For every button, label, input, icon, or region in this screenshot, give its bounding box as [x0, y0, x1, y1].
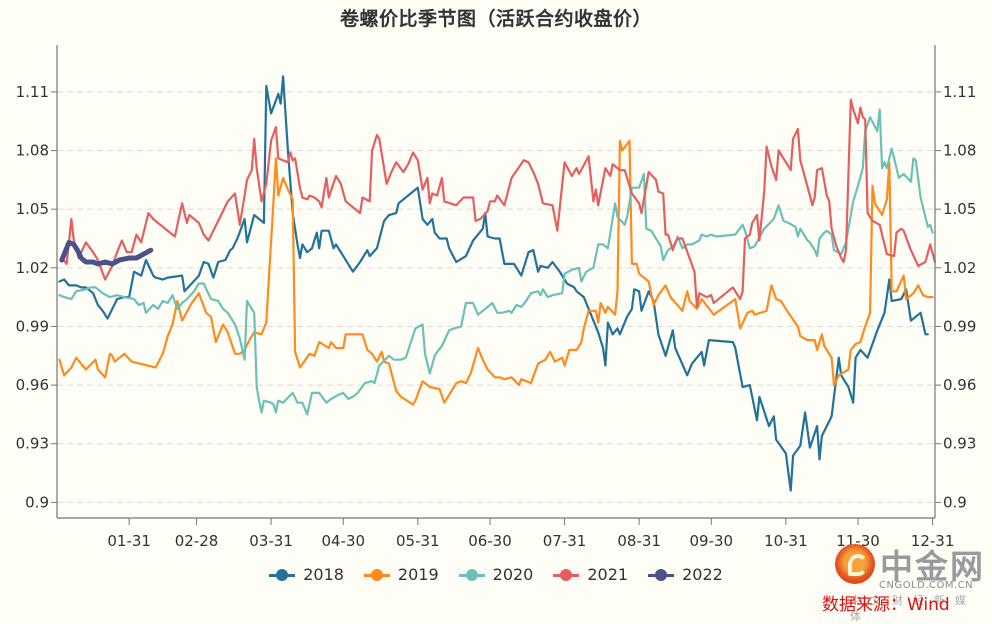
legend-label: 2021	[587, 565, 629, 584]
x-tick-label: 01-31	[107, 532, 151, 550]
x-tick-label: 07-31	[543, 532, 587, 550]
x-tick-label: 06-30	[468, 532, 512, 550]
y-tick-label-left: 1.02	[16, 259, 49, 277]
y-tick-label-left: 0.96	[16, 376, 49, 394]
watermark-name: 中金网	[880, 547, 985, 586]
watermark-domain: CNGOLD.COM.CN	[879, 580, 974, 591]
y-tick-label-right: 0.9	[943, 493, 967, 511]
y-tick-label-right: 0.96	[943, 376, 976, 394]
y-tick-label-left: 0.99	[16, 317, 49, 335]
legend-label: 2020	[492, 565, 534, 584]
legend-item-2018[interactable]: 2018	[269, 565, 344, 584]
axes	[51, 45, 941, 525]
legend-item-2022[interactable]: 2022	[648, 565, 723, 584]
y-tick-label-right: 1.02	[943, 259, 976, 277]
series-line-2022	[59, 239, 154, 267]
legend-label: 2018	[303, 565, 344, 584]
cngold-watermark: 中金网 CNGOLD.COM.CN 中文财经新媒体	[832, 540, 992, 623]
y-tick-label-left: 0.93	[16, 435, 49, 453]
x-tick-label: 10-31	[764, 532, 808, 550]
series-line-2019	[58, 139, 934, 406]
tick-labels: 0.9 0.9 0.93 0.93 0.96 0.96 0.99 0.99 1.02 1.02 1.…	[16, 83, 977, 550]
y-tick-label-left: 1.11	[16, 83, 49, 101]
x-tick-label: 03-31	[249, 532, 293, 550]
series-line-2018	[58, 75, 929, 492]
x-tick-label: 05-31	[396, 532, 440, 550]
x-tick-label: 12-31	[911, 532, 955, 550]
y-tick-label-right: 0.93	[943, 435, 976, 453]
chart-title: 卷螺价比季节图（活跃合约收盘价）	[339, 8, 652, 30]
x-tick-label: 02-28	[175, 532, 219, 550]
legend-marker-icon	[553, 568, 580, 581]
y-tick-label-left: 0.9	[25, 493, 49, 511]
y-tick-label-right: 0.99	[943, 317, 976, 335]
legend-marker-icon	[363, 568, 390, 581]
legend-marker-icon	[458, 568, 485, 581]
series-line-2020	[58, 108, 934, 416]
legend-marker-icon	[269, 568, 296, 581]
y-tick-label-right: 1.11	[943, 83, 976, 101]
y-tick-label-left: 1.08	[16, 142, 49, 160]
grid-lines	[57, 91, 935, 503]
legend-label: 2022	[682, 565, 723, 584]
y-tick-label-right: 1.05	[943, 200, 976, 218]
y-tick-label-right: 1.08	[943, 142, 976, 160]
legend-item-2021[interactable]: 2021	[553, 565, 628, 584]
x-tick-label: 09-30	[689, 532, 733, 550]
x-tick-label: 08-31	[617, 532, 661, 550]
source-note: 数据来源：Wind	[822, 595, 950, 615]
legend-marker-icon	[648, 568, 675, 581]
series-lines	[58, 75, 937, 492]
y-tick-label-left: 1.05	[16, 200, 49, 218]
legend: 2018 2019 2020 2021 2022	[0, 565, 992, 584]
legend-label: 2019	[397, 565, 439, 584]
legend-item-2019[interactable]: 2019	[363, 565, 439, 584]
cngold-logo-icon	[835, 544, 875, 584]
series-line-2021	[60, 98, 937, 308]
x-tick-label: 04-30	[321, 532, 365, 550]
legend-item-2020[interactable]: 2020	[458, 565, 534, 584]
